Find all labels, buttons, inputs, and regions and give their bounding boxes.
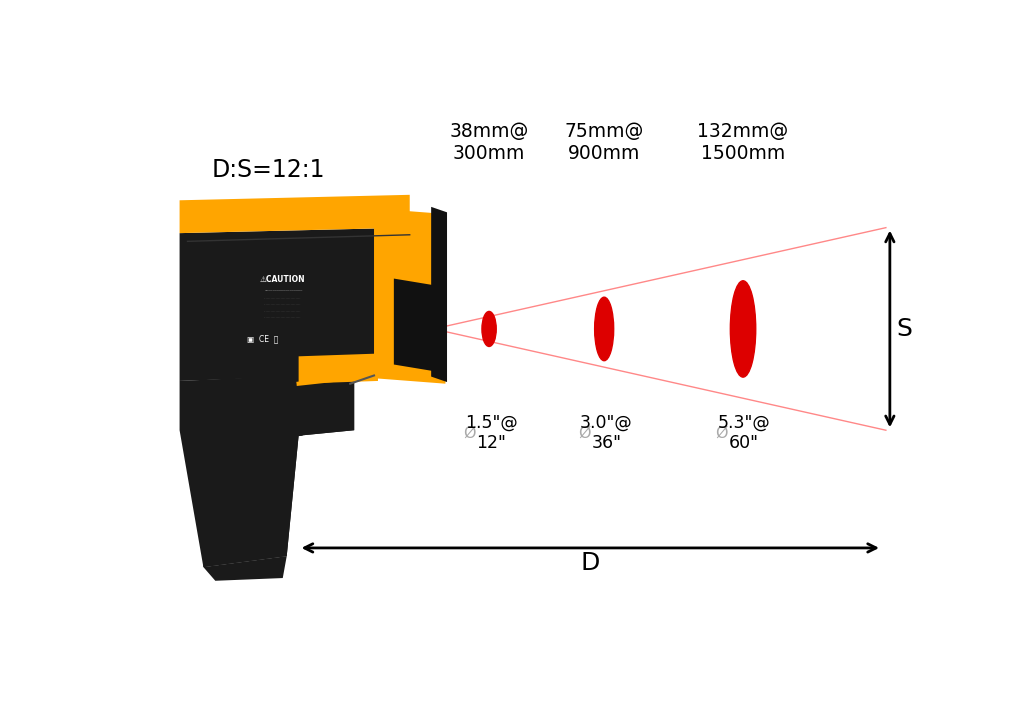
Polygon shape xyxy=(431,207,447,382)
Polygon shape xyxy=(200,381,303,447)
Polygon shape xyxy=(204,556,287,581)
Text: 5.3"@
60": 5.3"@ 60" xyxy=(718,414,770,452)
Polygon shape xyxy=(299,353,378,384)
Text: ······························: ······························ xyxy=(264,316,301,321)
Polygon shape xyxy=(179,195,410,233)
Ellipse shape xyxy=(482,311,497,346)
Polygon shape xyxy=(179,373,354,567)
Text: ······························: ······························ xyxy=(264,304,301,307)
Ellipse shape xyxy=(595,297,613,360)
Text: Ø: Ø xyxy=(716,425,728,440)
Text: ······························: ······························ xyxy=(264,296,301,301)
Polygon shape xyxy=(179,228,410,381)
Polygon shape xyxy=(200,436,299,567)
Polygon shape xyxy=(299,381,354,436)
Text: 1.5"@
12": 1.5"@ 12" xyxy=(465,414,518,452)
Text: ······························: ······························ xyxy=(264,310,301,314)
Polygon shape xyxy=(374,208,445,384)
Text: D: D xyxy=(581,551,600,574)
Text: D:S=12:1: D:S=12:1 xyxy=(211,158,325,182)
Polygon shape xyxy=(394,279,433,371)
Text: ⚠CAUTION: ⚠CAUTION xyxy=(260,275,305,284)
Ellipse shape xyxy=(730,281,756,377)
Text: 132mm@
1500mm: 132mm@ 1500mm xyxy=(697,122,788,164)
Text: 75mm@
900mm: 75mm@ 900mm xyxy=(564,122,644,164)
Text: Ø: Ø xyxy=(463,425,475,440)
Text: 3.0"@
36": 3.0"@ 36" xyxy=(581,414,633,452)
Text: 38mm@
300mm: 38mm@ 300mm xyxy=(450,122,528,164)
Text: ▣  CE  Ⓟ: ▣ CE Ⓟ xyxy=(247,334,279,343)
Text: Ø: Ø xyxy=(579,425,591,440)
Text: ──────────────────: ────────────────── xyxy=(263,289,302,293)
Text: S: S xyxy=(896,317,912,341)
